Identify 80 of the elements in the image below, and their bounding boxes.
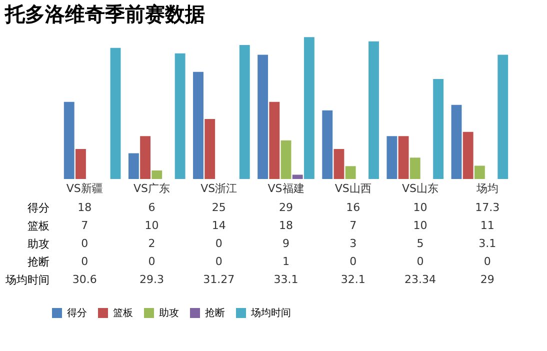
data-label: 30.6: [72, 273, 97, 286]
data-label: 31.27: [203, 273, 235, 286]
data-label: 5: [416, 237, 424, 250]
data-label: 1: [282, 255, 290, 268]
data-label: 7: [350, 219, 357, 232]
data-label: 32.1: [340, 273, 366, 286]
bar: [498, 54, 508, 179]
text: 篮板: [28, 220, 50, 232]
data-label: 18: [279, 219, 293, 232]
data-label: 0: [148, 255, 156, 268]
x-tick-label: VS新疆: [66, 182, 103, 195]
data-label: 29: [480, 273, 494, 286]
bar: [433, 78, 444, 179]
x-tick-label: VS福建: [268, 182, 304, 195]
data-label: 18: [78, 201, 92, 214]
data-label: 17.3: [475, 201, 500, 214]
bar: [304, 37, 314, 179]
bar: [128, 153, 139, 179]
bar: [451, 104, 462, 179]
legend-label: 得分: [67, 307, 87, 319]
data-label: 23.34: [404, 273, 436, 286]
bar: [258, 54, 268, 179]
text: 得分: [28, 202, 50, 214]
x-tick-label: VS广东: [133, 182, 170, 195]
bar: [204, 119, 216, 179]
data-label: 29.3: [139, 273, 164, 286]
bar: [398, 136, 409, 179]
data-label: 9: [282, 237, 290, 250]
data-label: 29: [279, 201, 293, 214]
bar: [76, 149, 86, 179]
data-label: 0: [215, 255, 222, 268]
bar: [269, 102, 280, 179]
bar: [280, 140, 292, 179]
x-tick-label: VS山西: [334, 182, 372, 195]
bar: [410, 158, 420, 179]
bar: [322, 110, 333, 179]
text: 助攻: [28, 238, 50, 250]
data-label: 0: [81, 255, 88, 268]
data-label: 0: [350, 255, 357, 268]
bar: [334, 149, 344, 179]
data-label: 11: [480, 219, 494, 232]
data-label: 7: [81, 219, 88, 232]
data-label: 33.1: [274, 273, 298, 286]
data-label: 10: [413, 219, 428, 232]
bar: [64, 102, 74, 179]
bar: [368, 41, 379, 179]
legend-label: 抢断: [205, 307, 225, 319]
bar: [140, 136, 150, 179]
data-label: 10: [413, 201, 428, 214]
data-label: 14: [212, 219, 226, 232]
data-label: 25: [212, 201, 226, 214]
text: 抢断: [28, 256, 50, 268]
x-tick-label: VS山东: [402, 182, 439, 195]
bar: [292, 174, 303, 179]
bar: [193, 72, 204, 179]
chart-title: 托多洛维奇季前赛数据: [4, 2, 205, 26]
legend-label: 助攻: [159, 307, 179, 319]
data-label: 3: [350, 237, 357, 250]
bar: [345, 166, 356, 179]
bar: [110, 48, 121, 179]
bar: [474, 166, 485, 179]
data-label: 0: [416, 255, 424, 268]
data-label: 2: [148, 237, 156, 250]
x-tick-label: VS浙江: [200, 182, 238, 195]
bar: [386, 136, 398, 179]
text: 场均时间: [6, 274, 50, 286]
data-label: 0: [484, 255, 491, 268]
bar: [174, 53, 186, 179]
data-label: 6: [148, 201, 156, 214]
legend-label: 篮板: [113, 307, 133, 319]
data-label: 0: [81, 237, 88, 250]
legend-label: 场均时间: [250, 307, 291, 319]
bar: [462, 132, 474, 179]
data-label: 0: [215, 237, 222, 250]
bar: [152, 170, 162, 179]
data-label: 3.1: [478, 237, 496, 250]
data-label: 10: [144, 219, 159, 232]
bar: [239, 44, 250, 179]
x-tick-label: 场均: [475, 182, 498, 195]
data-label: 16: [346, 201, 360, 214]
